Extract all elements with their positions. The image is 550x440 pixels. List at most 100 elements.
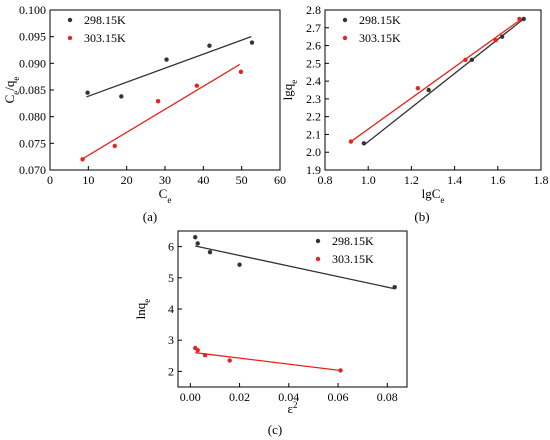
y-tick-label: 2.1 xyxy=(306,127,321,141)
data-point xyxy=(193,235,198,240)
data-point xyxy=(338,368,343,373)
panel-b: 0.8 1.0 1.2 1.4 1.6 1.8 1.9 2.0 2.1 2.2 2.3 2.4 2.5 2… xyxy=(280,3,549,205)
fit-line xyxy=(195,245,395,290)
y-tick-label: 5 xyxy=(168,271,174,285)
y-tick-label: 6 xyxy=(168,240,174,254)
data-point xyxy=(392,284,397,290)
legend-marker xyxy=(315,256,321,262)
y-tick-label: 2.5 xyxy=(306,56,321,70)
data-point xyxy=(119,94,124,99)
y-tick-label: 0.100 xyxy=(19,3,46,17)
x-axis-label: Ce xyxy=(159,186,172,205)
x-tick-label: 0.04 xyxy=(278,390,299,404)
data-point xyxy=(195,241,200,246)
data-point xyxy=(227,358,232,363)
plot-frame xyxy=(324,9,542,171)
data-point xyxy=(361,141,367,146)
x-tick-label: 0.06 xyxy=(328,390,349,404)
data-point xyxy=(195,347,200,353)
panel-c: 0.00 0.02 0.04 0.06 0.08 2 3 4 5 6 ε2 lnqe 298.15K 30… xyxy=(133,230,408,416)
x-tick-label: 50 xyxy=(236,173,248,187)
data-point xyxy=(426,87,431,93)
y-tick-label: 0.080 xyxy=(19,110,46,124)
data-point xyxy=(237,262,242,267)
caption-a: (a) xyxy=(143,209,157,224)
data-point xyxy=(469,57,475,62)
y-axis-label: Ce/qe xyxy=(2,77,21,104)
legend-marker xyxy=(342,17,348,23)
data-point xyxy=(348,139,354,144)
y-tick-label: 2 xyxy=(168,364,174,378)
data-point xyxy=(517,16,522,22)
fit-line xyxy=(82,63,241,160)
x-axis-label: ε2 xyxy=(288,400,298,416)
y-axis-label: lnqe xyxy=(133,299,152,320)
legend-marker xyxy=(342,35,348,41)
legend-label: 303.15K xyxy=(332,252,374,266)
x-tick-label: 40 xyxy=(197,173,209,187)
y-tick-label: 3 xyxy=(168,333,174,347)
y-tick-label: 2.2 xyxy=(306,110,321,124)
y-tick-label: 0.090 xyxy=(19,56,46,70)
x-tick-label: 1.6 xyxy=(490,173,505,187)
y-tick-label: 1.9 xyxy=(306,163,321,177)
y-tick-label: 2.0 xyxy=(306,145,321,159)
x-tick-label: 0.08 xyxy=(377,390,398,404)
legend-marker xyxy=(67,17,73,23)
legend-label: 298.15K xyxy=(84,13,126,27)
legend-label: 298.15K xyxy=(359,13,401,27)
panel-a: 0 10 20 30 40 50 60 0.070 0.075 0.080 0.085 0.090 0.… xyxy=(2,3,286,205)
legend-label: 298.15K xyxy=(332,234,374,248)
y-tick-label: 2.8 xyxy=(306,3,321,17)
y-tick-label: 2.3 xyxy=(306,92,321,106)
data-point xyxy=(202,352,208,358)
x-tick-label: 0 xyxy=(47,173,53,187)
data-point xyxy=(207,250,213,255)
data-point xyxy=(80,157,85,162)
x-tick-label: 1.8 xyxy=(534,173,549,187)
x-tick-label: 1.0 xyxy=(361,173,376,187)
data-point xyxy=(112,143,117,149)
y-tick-label: 0.085 xyxy=(19,83,46,97)
data-point xyxy=(164,57,169,62)
y-tick-label: 0.070 xyxy=(19,163,46,177)
legend-marker xyxy=(315,238,321,244)
x-tick-label: 60 xyxy=(274,173,286,187)
data-point xyxy=(155,99,161,104)
y-tick-label: 2.4 xyxy=(306,74,321,88)
data-point xyxy=(85,90,90,95)
x-axis-label: lgCe xyxy=(422,186,445,205)
legend-marker xyxy=(67,35,73,41)
x-tick-label: 1.2 xyxy=(404,173,419,187)
y-tick-label: 2.7 xyxy=(306,21,321,35)
x-tick-label: 30 xyxy=(159,173,171,187)
data-point xyxy=(207,43,212,48)
data-point xyxy=(463,57,468,62)
data-point xyxy=(249,40,255,45)
fit-line xyxy=(86,36,252,98)
fit-line xyxy=(350,18,522,143)
data-point xyxy=(493,38,498,43)
data-point xyxy=(415,86,421,91)
data-point xyxy=(194,83,200,88)
x-tick-label: 10 xyxy=(82,173,94,187)
y-tick-label: 0.075 xyxy=(19,136,46,150)
legend-label: 303.15K xyxy=(359,31,401,45)
x-tick-label: 0.00 xyxy=(180,390,201,404)
x-tick-label: 0.8 xyxy=(318,173,333,187)
fit-line xyxy=(195,352,341,372)
x-tick-label: 0.02 xyxy=(229,390,250,404)
y-axis-label: lgqe xyxy=(280,80,299,101)
x-tick-label: 1.4 xyxy=(447,173,462,187)
data-point xyxy=(238,69,244,75)
y-tick-label: 2.6 xyxy=(306,39,321,53)
legend-label: 303.15K xyxy=(84,31,126,45)
caption-c: (c) xyxy=(268,422,282,437)
caption-b: (b) xyxy=(414,209,429,224)
y-tick-label: 4 xyxy=(168,302,174,316)
x-tick-label: 20 xyxy=(121,173,133,187)
y-tick-label: 0.095 xyxy=(19,30,46,44)
data-point xyxy=(521,16,526,22)
data-point xyxy=(499,34,505,39)
